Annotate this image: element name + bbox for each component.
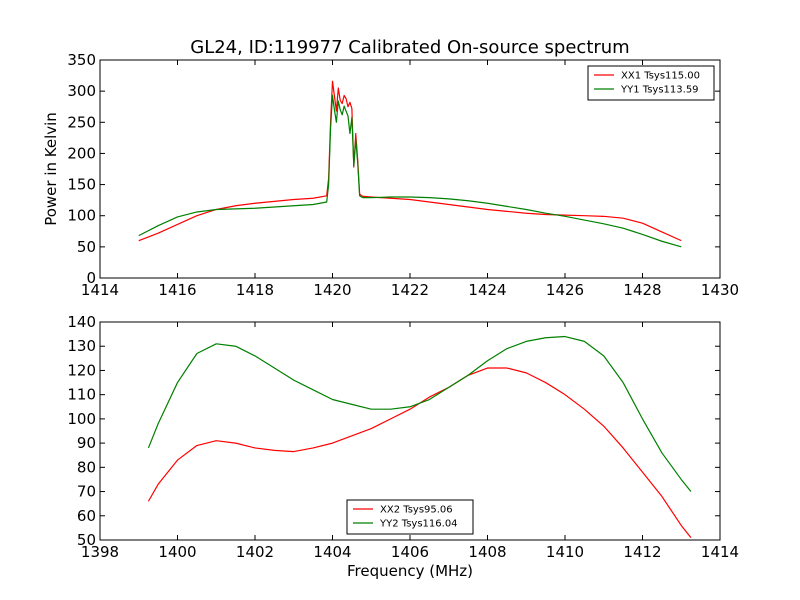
figure-title: GL24, ID:119977 Calibrated On-source spe…	[190, 37, 629, 58]
y-tick-label: 200	[67, 144, 96, 162]
bottom-panel: 1398 1400 1402 1404 1406 1408 1410 1412 1414 50 60…	[67, 313, 739, 580]
y-tick-label: 50	[77, 531, 96, 549]
y-tick-label: 350	[67, 51, 96, 69]
legend-label: XX1 Tsys115.00	[621, 71, 700, 82]
y-tick-label: 60	[77, 507, 96, 525]
x-tick-label: 1414	[81, 281, 119, 299]
x-tick-label: 1424	[468, 281, 506, 299]
x-tick-label: 1400	[158, 543, 196, 561]
x-tick-label: 1412	[623, 543, 661, 561]
x-axis-label: Frequency (MHz)	[347, 562, 473, 580]
legend-box	[346, 499, 474, 535]
y-tick-label: 120	[67, 361, 96, 379]
y-tick-label: 300	[67, 82, 96, 100]
y-tick-label: 150	[67, 176, 96, 194]
y-tick-label: 250	[67, 113, 96, 131]
x-tick-label: 1420	[313, 281, 351, 299]
y-tick-label: 100	[67, 410, 96, 428]
y-tick-label: 80	[77, 458, 96, 476]
y-axis-label: Power in Kelvin	[42, 112, 60, 226]
x-tick-label: 1402	[236, 543, 274, 561]
legend-label: YY2 Tsys116.04	[379, 519, 458, 530]
y-tick-label: 110	[67, 386, 96, 404]
y-tick-label: 90	[77, 434, 96, 452]
legend-box	[587, 65, 715, 101]
legend-label: XX2 Tsys95.06	[380, 505, 453, 516]
legend-label: YY1 Tsys113.59	[620, 85, 699, 96]
x-tick-label: 1404	[313, 543, 351, 561]
x-tick-label: 1408	[468, 543, 506, 561]
y-tick-label: 130	[67, 337, 96, 355]
x-tick-label: 1414	[701, 543, 739, 561]
series-line-1	[138, 80, 682, 242]
x-tick-label: 1410	[546, 543, 584, 561]
y-tick-label: 70	[77, 483, 96, 501]
x-tick-label: 1428	[623, 281, 661, 299]
series-line-2	[147, 335, 692, 492]
top-panel: 1414 1416 1418 1420 1422 1424 1426 1428 1430 0 50 1…	[42, 51, 739, 299]
x-tick-label: 1430	[701, 281, 739, 299]
y-tick-label: 0	[86, 269, 96, 287]
x-tick-label: 1398	[81, 543, 119, 561]
y-tick-label: 140	[67, 313, 96, 331]
x-tick-label: 1418	[236, 281, 274, 299]
x-tick-label: 1406	[391, 543, 429, 561]
x-tick-label: 1416	[158, 281, 196, 299]
x-tick-label: 1422	[391, 281, 429, 299]
y-tick-label: 50	[77, 238, 96, 256]
x-tick-label: 1426	[546, 281, 584, 299]
y-tick-label: 100	[67, 207, 96, 225]
series-line-2	[138, 94, 682, 248]
